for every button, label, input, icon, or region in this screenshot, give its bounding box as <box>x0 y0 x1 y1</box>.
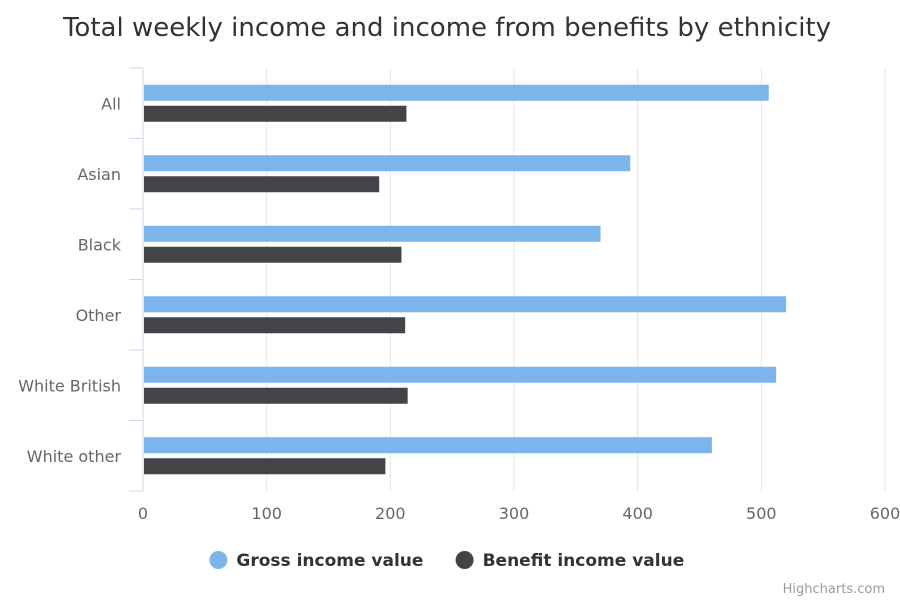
category-label: All <box>101 94 121 113</box>
category-label: Asian <box>77 165 121 184</box>
bar-benefit-income-value[interactable] <box>144 176 380 193</box>
gridlines <box>266 68 886 491</box>
legend-marker <box>455 551 474 569</box>
credits-link[interactable]: Highcharts.com <box>783 582 885 597</box>
category-label: White other <box>27 447 122 466</box>
bar-gross-income-value[interactable] <box>144 296 787 313</box>
legend-item[interactable]: Benefit income value <box>455 551 685 571</box>
bar-gross-income-value[interactable] <box>144 84 769 101</box>
x-tick-label: 600 <box>870 504 900 523</box>
chart-title: Total weekly income and income from bene… <box>62 13 831 43</box>
bar-benefit-income-value[interactable] <box>144 387 408 404</box>
x-tick-label: 500 <box>746 504 777 523</box>
x-tick-label: 400 <box>622 504 653 523</box>
bars <box>144 84 787 475</box>
legend[interactable]: Gross income value Benefit income value <box>209 551 684 571</box>
x-tick-label: 0 <box>138 504 148 523</box>
legend-label: Gross income value <box>236 551 423 571</box>
category-label: Other <box>76 306 122 325</box>
x-tick-label: 300 <box>499 504 530 523</box>
legend-marker <box>209 551 228 569</box>
bar-benefit-income-value[interactable] <box>144 458 386 475</box>
bar-gross-income-value[interactable] <box>144 225 601 242</box>
legend-label: Benefit income value <box>483 551 685 571</box>
bar-gross-income-value[interactable] <box>144 437 712 454</box>
bar-benefit-income-value[interactable] <box>144 246 402 263</box>
x-tick-label: 200 <box>375 504 406 523</box>
legend-item[interactable]: Gross income value <box>209 551 423 571</box>
bar-benefit-income-value[interactable] <box>144 317 406 334</box>
bar-gross-income-value[interactable] <box>144 155 631 172</box>
bar-benefit-income-value[interactable] <box>144 105 407 122</box>
category-label: Black <box>78 235 122 254</box>
category-label: White British <box>18 376 121 395</box>
x-tick-label: 100 <box>251 504 282 523</box>
bar-gross-income-value[interactable] <box>144 366 777 383</box>
axes: 0 100 200 300 400 500 600 All Asian Black Other Whi… <box>18 67 900 523</box>
